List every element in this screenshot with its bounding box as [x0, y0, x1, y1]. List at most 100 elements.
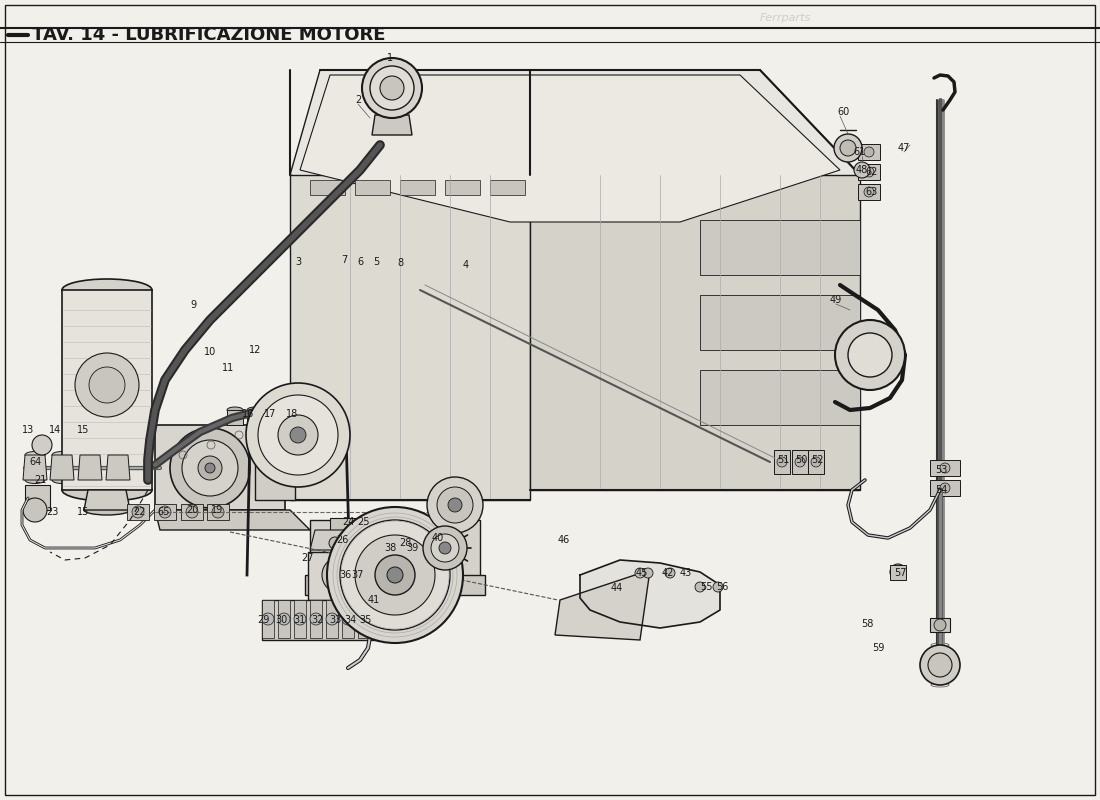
Polygon shape: [305, 575, 485, 595]
Polygon shape: [358, 600, 370, 638]
Circle shape: [424, 526, 468, 570]
Text: 61: 61: [854, 147, 866, 157]
Circle shape: [695, 582, 705, 592]
Polygon shape: [792, 450, 808, 474]
Circle shape: [666, 568, 675, 578]
Text: 60: 60: [838, 107, 850, 117]
Circle shape: [404, 534, 420, 550]
Polygon shape: [930, 480, 960, 496]
Circle shape: [834, 134, 862, 162]
Polygon shape: [556, 570, 650, 640]
Polygon shape: [530, 175, 860, 490]
Text: 15: 15: [77, 507, 89, 517]
Ellipse shape: [80, 477, 100, 483]
Polygon shape: [310, 530, 345, 550]
Text: 1: 1: [387, 53, 393, 63]
Circle shape: [387, 567, 403, 583]
Circle shape: [355, 535, 434, 615]
Circle shape: [848, 333, 892, 377]
Circle shape: [170, 428, 250, 508]
Ellipse shape: [62, 279, 152, 301]
Text: Ferrparts: Ferrparts: [760, 13, 812, 23]
Circle shape: [375, 555, 415, 595]
Polygon shape: [255, 435, 295, 500]
Text: 31: 31: [293, 615, 305, 625]
Text: 17: 17: [264, 409, 276, 419]
Polygon shape: [278, 600, 290, 638]
Polygon shape: [25, 485, 50, 510]
Polygon shape: [700, 295, 860, 350]
Circle shape: [379, 76, 404, 100]
Circle shape: [864, 187, 874, 197]
Polygon shape: [858, 164, 880, 180]
Circle shape: [644, 568, 653, 578]
Text: 25: 25: [358, 517, 371, 527]
Text: 32: 32: [311, 615, 323, 625]
Text: 39: 39: [406, 543, 418, 553]
Ellipse shape: [248, 407, 263, 413]
Text: 34: 34: [344, 615, 356, 625]
Text: 16: 16: [242, 409, 254, 419]
Circle shape: [840, 140, 856, 156]
Ellipse shape: [374, 110, 410, 120]
Polygon shape: [262, 600, 380, 640]
Circle shape: [370, 66, 414, 110]
Polygon shape: [890, 565, 906, 580]
Polygon shape: [78, 455, 102, 480]
Ellipse shape: [374, 130, 410, 140]
Polygon shape: [930, 618, 950, 632]
Polygon shape: [308, 552, 380, 600]
Text: 6: 6: [356, 257, 363, 267]
Text: 29: 29: [256, 615, 270, 625]
Text: 45: 45: [636, 568, 648, 578]
Circle shape: [437, 487, 473, 523]
Text: 13: 13: [22, 425, 34, 435]
Ellipse shape: [52, 451, 72, 458]
Circle shape: [432, 530, 444, 542]
Polygon shape: [248, 410, 263, 425]
Polygon shape: [700, 220, 860, 275]
Ellipse shape: [227, 407, 243, 413]
Polygon shape: [400, 180, 434, 195]
Polygon shape: [842, 135, 854, 148]
Circle shape: [434, 533, 441, 539]
Polygon shape: [106, 455, 130, 480]
Text: 55: 55: [700, 582, 713, 592]
Circle shape: [854, 162, 870, 178]
Text: 27: 27: [301, 553, 315, 563]
Polygon shape: [930, 460, 960, 476]
Circle shape: [262, 613, 274, 625]
Text: 50: 50: [795, 455, 807, 465]
Circle shape: [278, 415, 318, 455]
Text: 51: 51: [777, 455, 789, 465]
Ellipse shape: [267, 407, 283, 413]
Circle shape: [23, 498, 47, 522]
Text: 65: 65: [157, 507, 170, 517]
Text: 4: 4: [463, 260, 469, 270]
Text: 59: 59: [872, 643, 884, 653]
Text: 42: 42: [662, 568, 674, 578]
Text: 15: 15: [77, 425, 89, 435]
Circle shape: [32, 435, 52, 455]
Text: 46: 46: [558, 535, 570, 545]
Text: 44: 44: [610, 583, 623, 593]
Polygon shape: [700, 370, 860, 425]
Circle shape: [362, 58, 422, 118]
Circle shape: [294, 613, 306, 625]
Text: 12: 12: [249, 345, 261, 355]
Circle shape: [340, 520, 450, 630]
Polygon shape: [330, 518, 380, 530]
Text: 37: 37: [352, 570, 364, 580]
Circle shape: [89, 367, 125, 403]
Polygon shape: [490, 180, 525, 195]
Text: 36: 36: [339, 570, 351, 580]
Circle shape: [355, 535, 365, 545]
Circle shape: [448, 498, 462, 512]
Circle shape: [75, 353, 139, 417]
Polygon shape: [290, 70, 860, 230]
Circle shape: [864, 147, 874, 157]
Circle shape: [431, 534, 459, 562]
Circle shape: [327, 507, 463, 643]
Text: 62: 62: [866, 167, 878, 177]
Circle shape: [408, 538, 416, 546]
